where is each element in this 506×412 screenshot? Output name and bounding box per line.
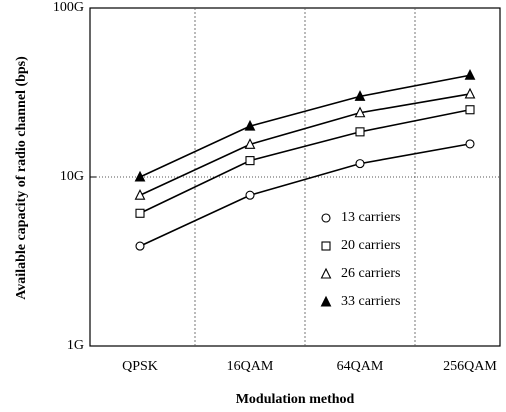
- marker: [245, 190, 255, 200]
- legend-marker: [321, 213, 331, 223]
- marker: [464, 87, 476, 99]
- series-line: [139, 93, 471, 196]
- marker: [355, 159, 365, 169]
- marker: [355, 127, 365, 137]
- marker: [244, 138, 256, 149]
- legend-marker: [320, 295, 332, 307]
- y-tick-label: 10G: [60, 169, 84, 184]
- marker: [465, 105, 475, 115]
- series-line: [139, 108, 471, 215]
- marker: [135, 241, 145, 251]
- x-tick-label: 64QAM: [337, 359, 384, 374]
- x-axis-label: Modulation method: [236, 392, 355, 407]
- legend-label: 26 carriers: [341, 266, 400, 281]
- legend-label: 20 carriers: [341, 238, 400, 253]
- marker: [135, 208, 145, 218]
- x-tick-label: QPSK: [122, 359, 158, 374]
- legend-marker: [320, 267, 332, 279]
- marker: [245, 156, 255, 166]
- marker: [464, 69, 476, 80]
- y-tick-label: 1G: [67, 338, 84, 353]
- marker: [134, 170, 146, 182]
- legend-marker: [321, 241, 331, 251]
- marker: [134, 189, 146, 200]
- marker: [465, 139, 475, 149]
- series-line: [139, 143, 471, 247]
- legend-label: 13 carriers: [341, 210, 400, 225]
- series-line: [139, 74, 471, 178]
- marker: [354, 90, 366, 101]
- x-tick-label: 16QAM: [227, 359, 274, 374]
- marker: [244, 119, 256, 131]
- y-axis-label: Available capacity of radio channel (bps…: [14, 56, 29, 300]
- x-tick-label: 256QAM: [443, 359, 497, 374]
- legend-label: 33 carriers: [341, 294, 400, 309]
- marker: [354, 106, 366, 118]
- y-tick-label: 100G: [53, 0, 84, 15]
